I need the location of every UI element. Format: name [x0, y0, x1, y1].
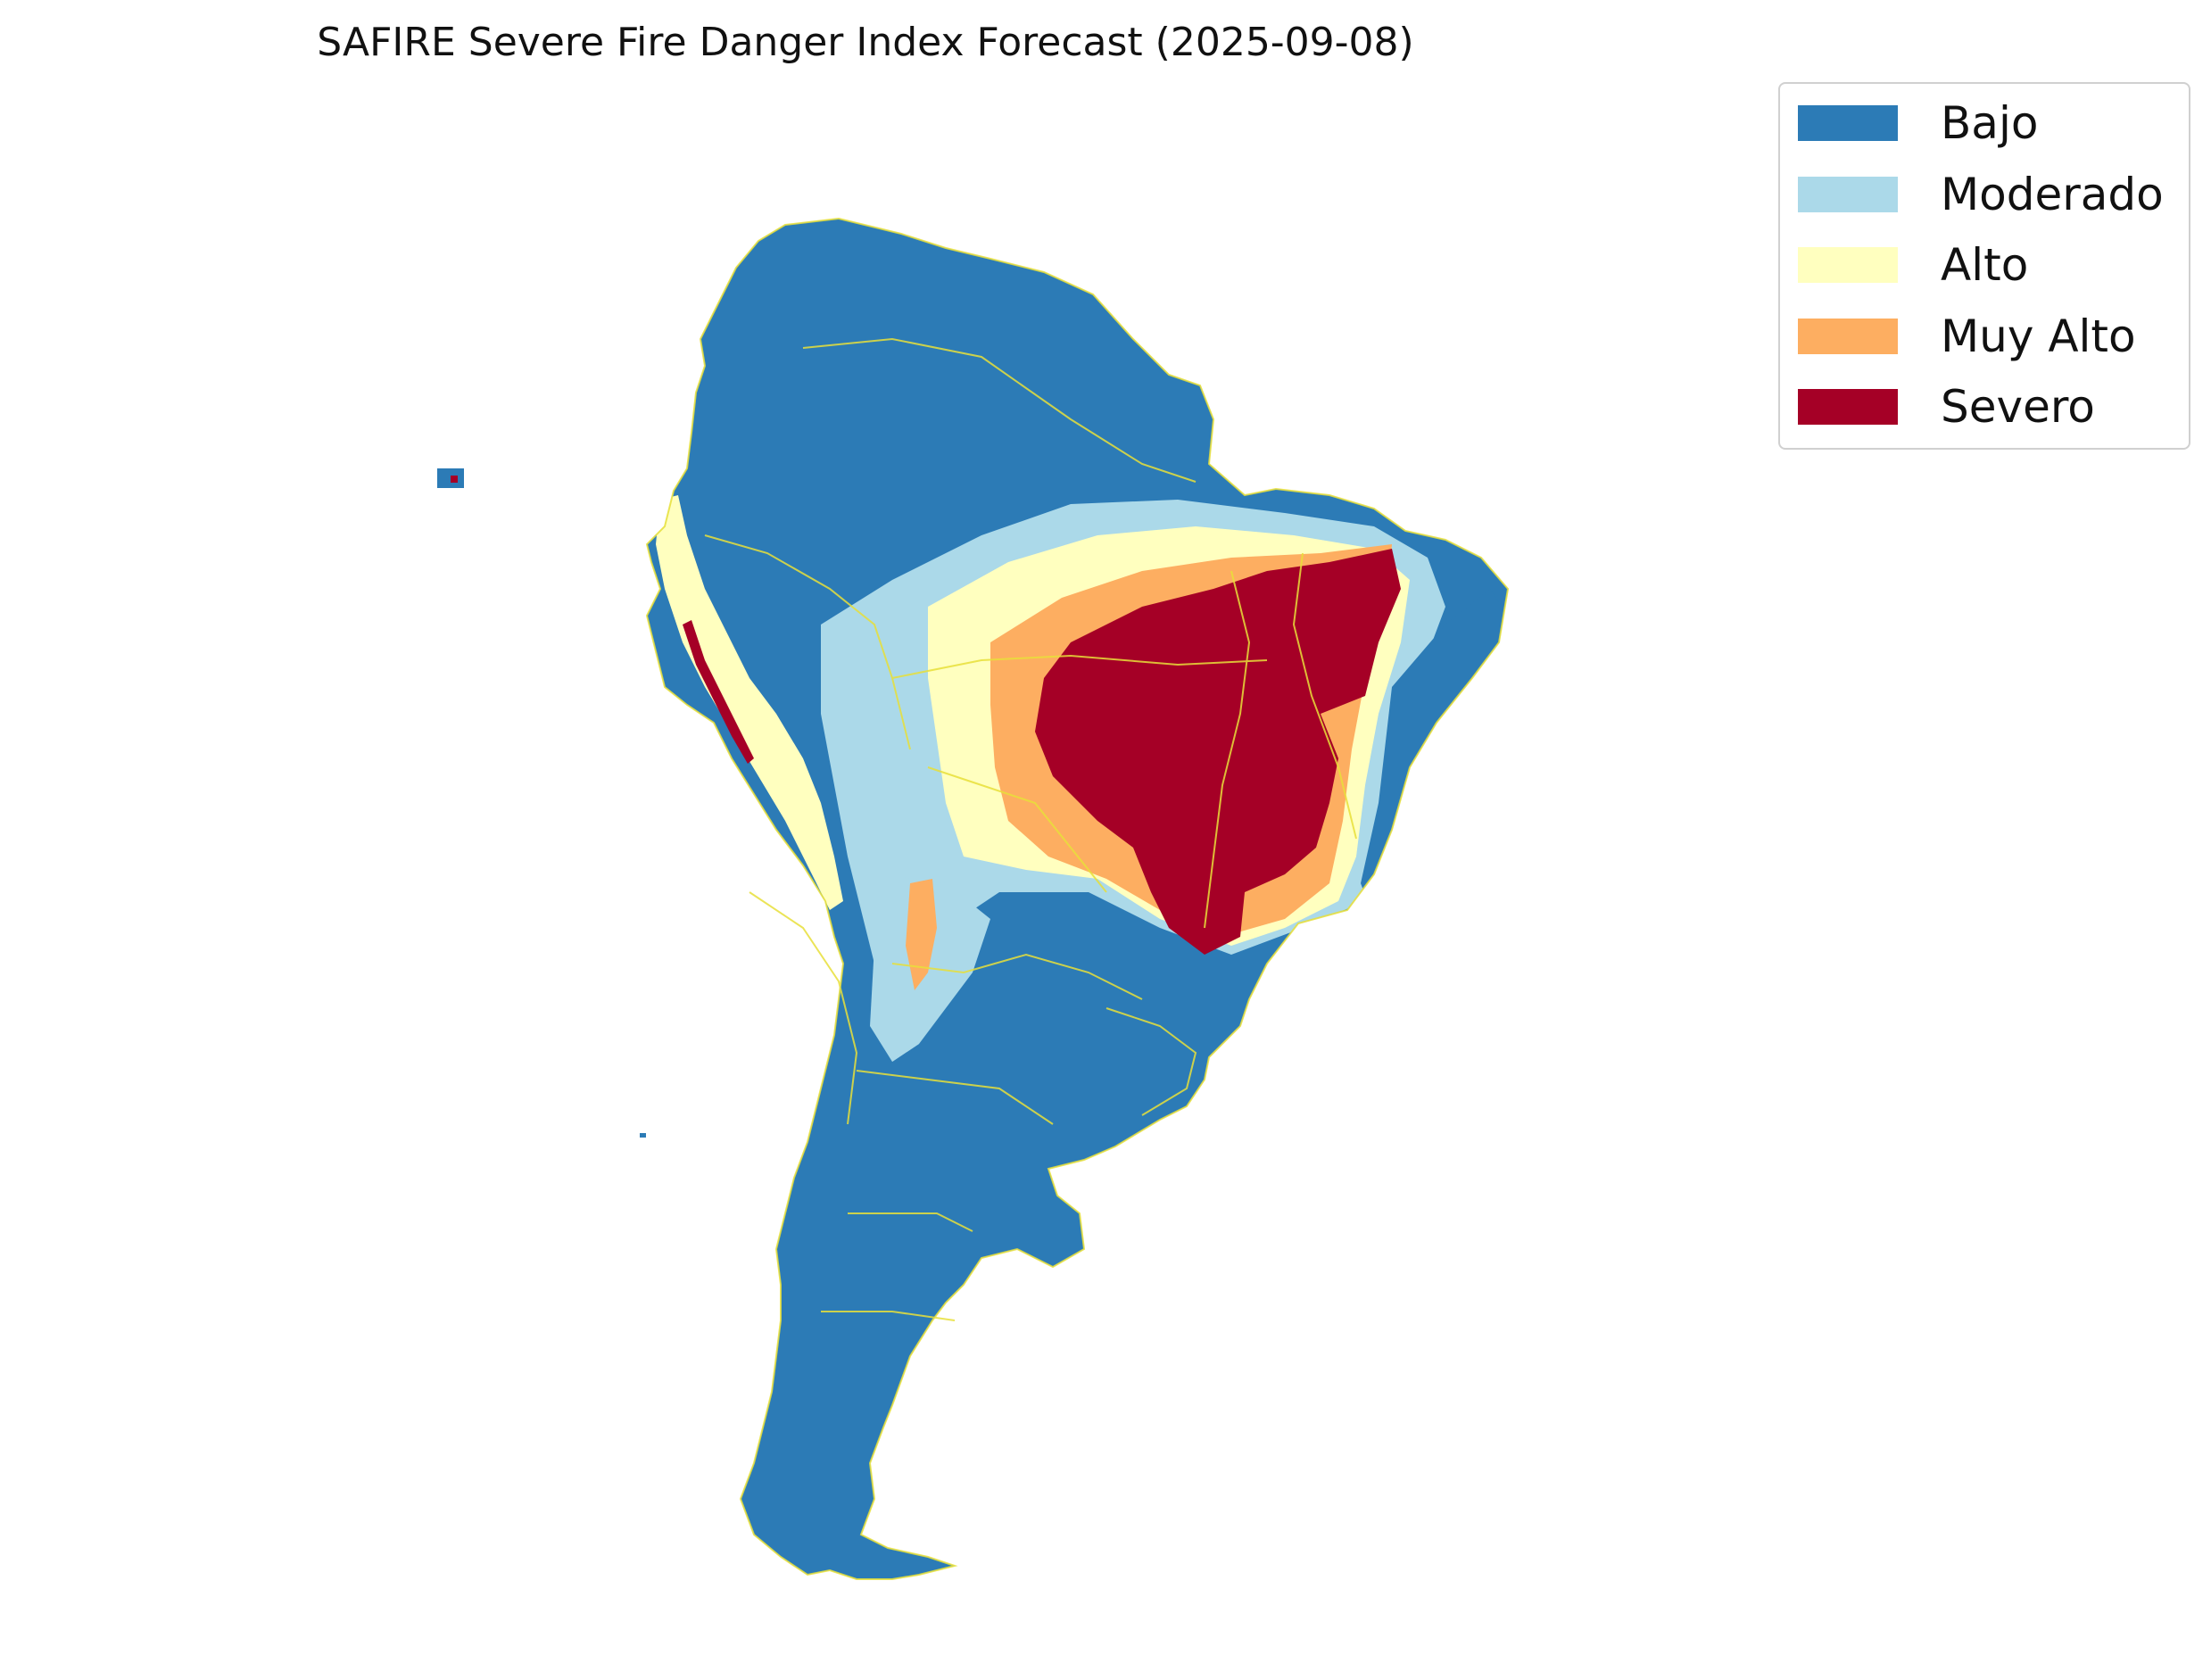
falkland-islands — [640, 1133, 646, 1138]
legend-swatch — [1798, 176, 1898, 212]
legend-label: Muy Alto — [1941, 310, 2136, 362]
legend-swatch — [1798, 105, 1898, 141]
legend-swatch — [1798, 318, 1898, 354]
legend-label: Severo — [1941, 381, 2095, 433]
legend-item-muy-alto: Muy Alto — [1798, 313, 2189, 385]
legend-item-severo: Severo — [1798, 384, 2189, 455]
zone-andes-severo — [683, 620, 754, 764]
admin-boundaries — [645, 217, 1510, 1580]
legend: Bajo Moderado Alto Muy Alto Severo — [1778, 82, 2190, 450]
galapagos-hotspot — [451, 476, 458, 483]
legend-swatch — [1798, 247, 1898, 283]
land-bajo — [647, 219, 1508, 1579]
legend-item-bajo: Bajo — [1798, 100, 2189, 171]
legend-item-moderado: Moderado — [1798, 171, 2189, 243]
map-title: SAFIRE Severe Fire Danger Index Forecast… — [317, 20, 1414, 65]
legend-item-alto: Alto — [1798, 242, 2189, 313]
legend-label: Bajo — [1941, 97, 2039, 149]
zone-argentina-muy-alto — [906, 879, 937, 990]
legend-label: Moderado — [1941, 168, 2164, 220]
legend-swatch — [1798, 389, 1898, 425]
zone-severo — [1035, 549, 1401, 955]
zone-andes-alto — [656, 495, 843, 910]
legend-label: Alto — [1941, 239, 2029, 291]
